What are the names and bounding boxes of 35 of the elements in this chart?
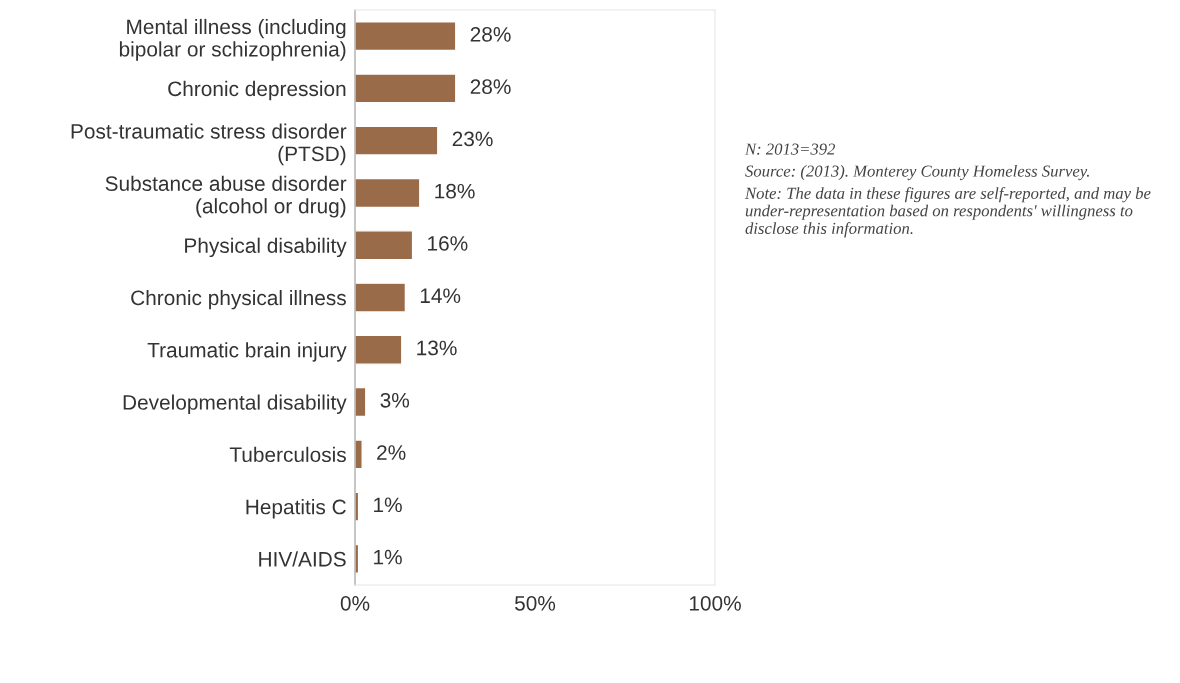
x-tick-label: 100% [689, 595, 741, 611]
data-label: 14% [420, 288, 461, 304]
bar [355, 73, 457, 104]
x-tick-label: 50% [514, 595, 556, 611]
y-tick-label: Chronic physical illness [131, 289, 346, 310]
y-tick-label: Developmental disability [123, 394, 347, 414]
y-tick-label: Substance abuse disorder (alcohol or drug) [105, 175, 347, 218]
y-tick-label: Chronic depression [168, 80, 346, 101]
data-label: 28% [470, 79, 511, 94]
bar [355, 125, 439, 156]
data-label: 1% [374, 497, 402, 513]
data-label: 3% [380, 392, 410, 408]
data-label: 23% [452, 131, 493, 147]
bar [355, 282, 407, 313]
data-label: 28% [470, 26, 511, 42]
bar [355, 21, 457, 52]
data-label: 1% [374, 549, 402, 565]
y-tick-label: Physical disability [185, 237, 347, 258]
bar [355, 230, 414, 261]
y-tick-label: Mental illness (including bipolar or schizophrenia) [119, 18, 346, 61]
y-tick-label: Tuberculosis [229, 446, 346, 463]
y-tick-label: Traumatic brain injury [147, 342, 347, 362]
text: N: 2013=392 [744, 143, 836, 155]
source-note: Source: (2013). Monterey County Homeless Survey. [745, 165, 1089, 181]
data-label: 13% [417, 340, 457, 356]
data-label: 16% [428, 236, 468, 251]
data-label: 2% [377, 445, 406, 460]
data-label: 18% [435, 183, 475, 199]
bar [355, 177, 421, 209]
y-tick-label: HIV/AIDS [259, 551, 346, 567]
y-tick-label: Post-traumatic stress disorder (PTSD) [71, 123, 347, 166]
bar [355, 334, 403, 365]
text: Note: The data in these figures are self-reported, and may be under-representation based on respondents' willingness to disclose this information. [744, 187, 1151, 238]
y-tick-label: Hepatitis C [246, 499, 346, 519]
x-tick-label: 0% [340, 595, 370, 611]
